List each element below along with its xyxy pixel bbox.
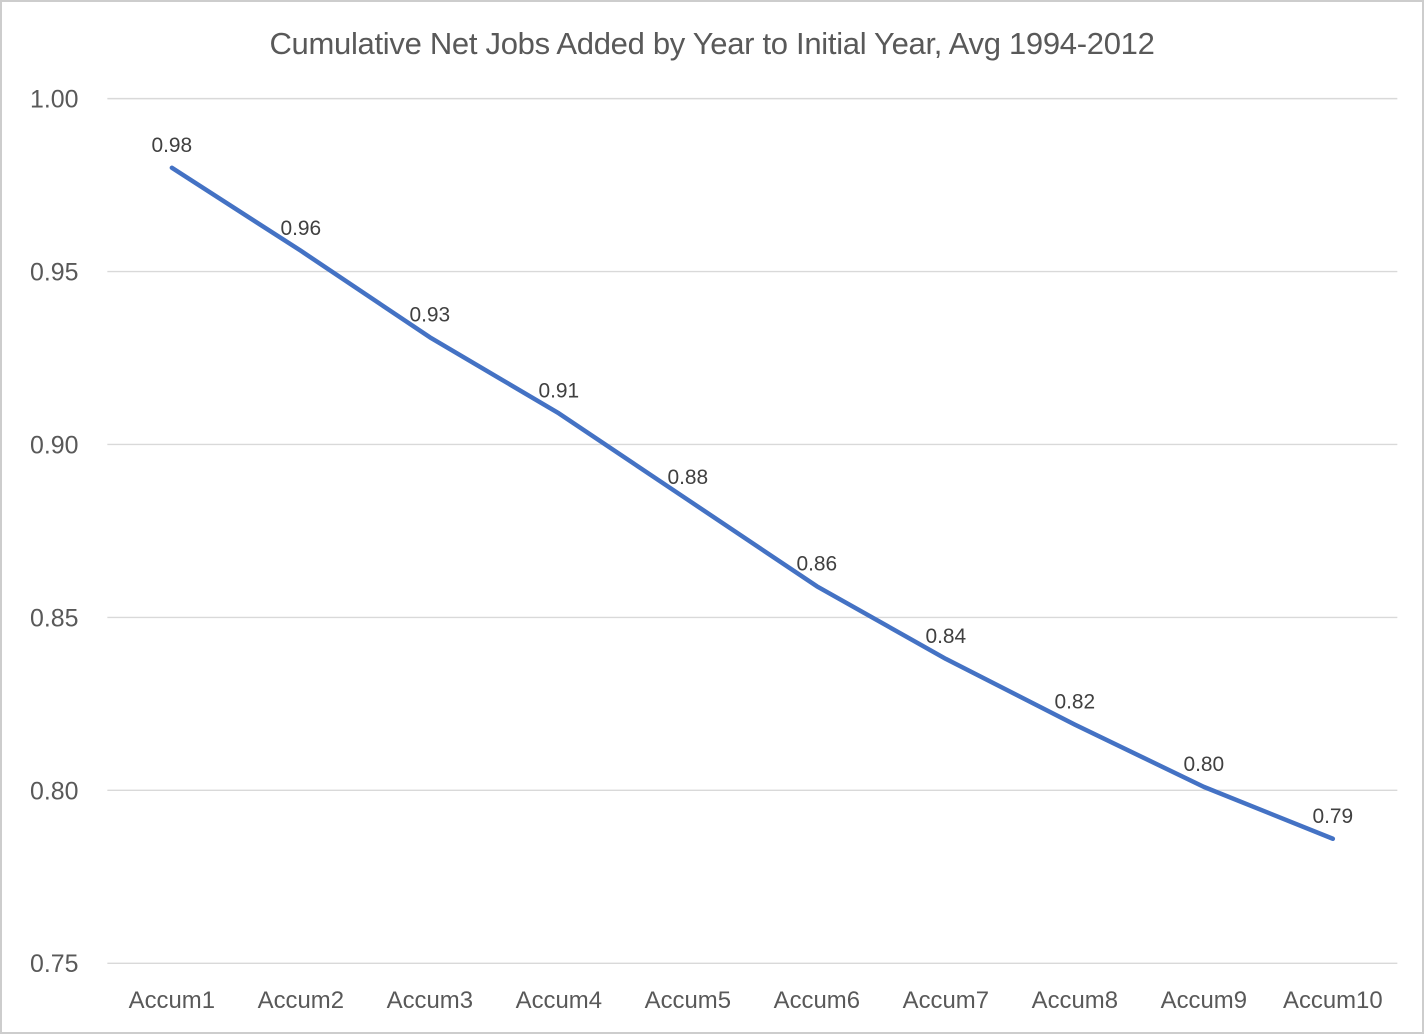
x-axis-tick-label: Accum5 xyxy=(645,987,731,1014)
x-axis-tick-label: Accum10 xyxy=(1283,987,1383,1014)
y-axis-tick-label: 0.75 xyxy=(30,950,78,978)
y-axis-tick-label: 0.90 xyxy=(30,431,78,459)
data-label: 0.88 xyxy=(667,466,708,489)
x-axis-tick-label: Accum9 xyxy=(1161,987,1247,1014)
data-label: 0.80 xyxy=(1183,753,1224,776)
x-axis-tick-label: Accum7 xyxy=(903,987,989,1014)
y-axis-tick-label: 0.85 xyxy=(30,604,78,632)
y-axis-tick-label: 0.95 xyxy=(30,259,78,287)
x-axis-tick-label: Accum4 xyxy=(516,987,602,1014)
x-axis-tick-label: Accum8 xyxy=(1032,987,1118,1014)
y-axis-tick-label: 0.80 xyxy=(30,777,78,805)
data-label: 0.98 xyxy=(151,134,192,157)
x-axis-tick-label: Accum3 xyxy=(387,987,473,1014)
data-label: 0.86 xyxy=(796,552,837,575)
data-label: 0.91 xyxy=(538,379,579,402)
chart-title: Cumulative Net Jobs Added by Year to Ini… xyxy=(269,26,1155,61)
x-axis-tick-label: Accum6 xyxy=(774,987,860,1014)
series-line xyxy=(169,165,1336,841)
x-axis-tick-label: Accum1 xyxy=(129,987,215,1014)
x-axis-tick-label: Accum2 xyxy=(258,987,344,1014)
data-label: 0.93 xyxy=(409,303,450,326)
data-label: 0.96 xyxy=(280,217,321,240)
data-label: 0.82 xyxy=(1054,691,1095,714)
y-axis-tick-label: 1.00 xyxy=(30,86,78,114)
data-label: 0.79 xyxy=(1312,805,1353,828)
data-label: 0.84 xyxy=(925,625,966,648)
